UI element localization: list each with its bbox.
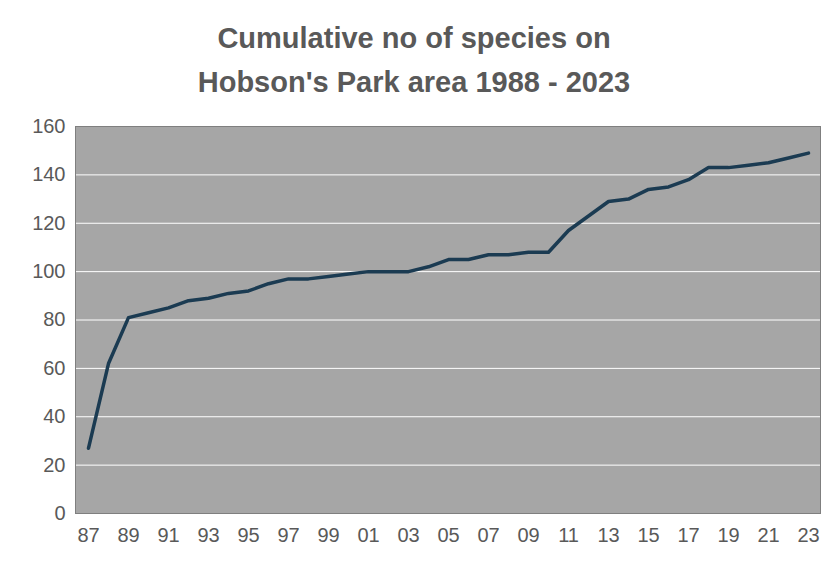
- svg-text:160: 160: [32, 115, 65, 137]
- svg-text:80: 80: [43, 308, 65, 330]
- html-text:Cumulative no of species on Ho: Cumulative no of species on Hobson's Par…: [197, 22, 631, 98]
- svg-text:100: 100: [32, 260, 65, 282]
- svg-text:05: 05: [437, 524, 459, 546]
- svg-text:15: 15: [637, 524, 659, 546]
- svg-text:97: 97: [277, 524, 299, 546]
- svg-text:19: 19: [717, 524, 739, 546]
- svg-text:20: 20: [43, 454, 65, 476]
- svg-text:17: 17: [677, 524, 699, 546]
- svg-text:87: 87: [77, 524, 99, 546]
- svg-text:60: 60: [43, 357, 65, 379]
- svg-text:93: 93: [197, 524, 219, 546]
- svg-text:13: 13: [597, 524, 619, 546]
- svg-text:95: 95: [237, 524, 259, 546]
- svg-text:21: 21: [757, 524, 779, 546]
- svg-text:11: 11: [558, 524, 579, 546]
- svg-text:23: 23: [797, 524, 819, 546]
- svg-text:140: 140: [32, 163, 65, 185]
- svg-text:91: 91: [157, 524, 179, 546]
- svg-text:01: 01: [357, 524, 379, 546]
- svg-text:40: 40: [43, 405, 65, 427]
- svg-text:120: 120: [32, 212, 65, 234]
- svg-text:89: 89: [117, 524, 139, 546]
- svg-text:03: 03: [397, 524, 419, 546]
- svg-text:0: 0: [54, 502, 65, 524]
- svg-text:99: 99: [317, 524, 339, 546]
- svg-text:09: 09: [517, 524, 539, 546]
- svg-text:07: 07: [477, 524, 499, 546]
